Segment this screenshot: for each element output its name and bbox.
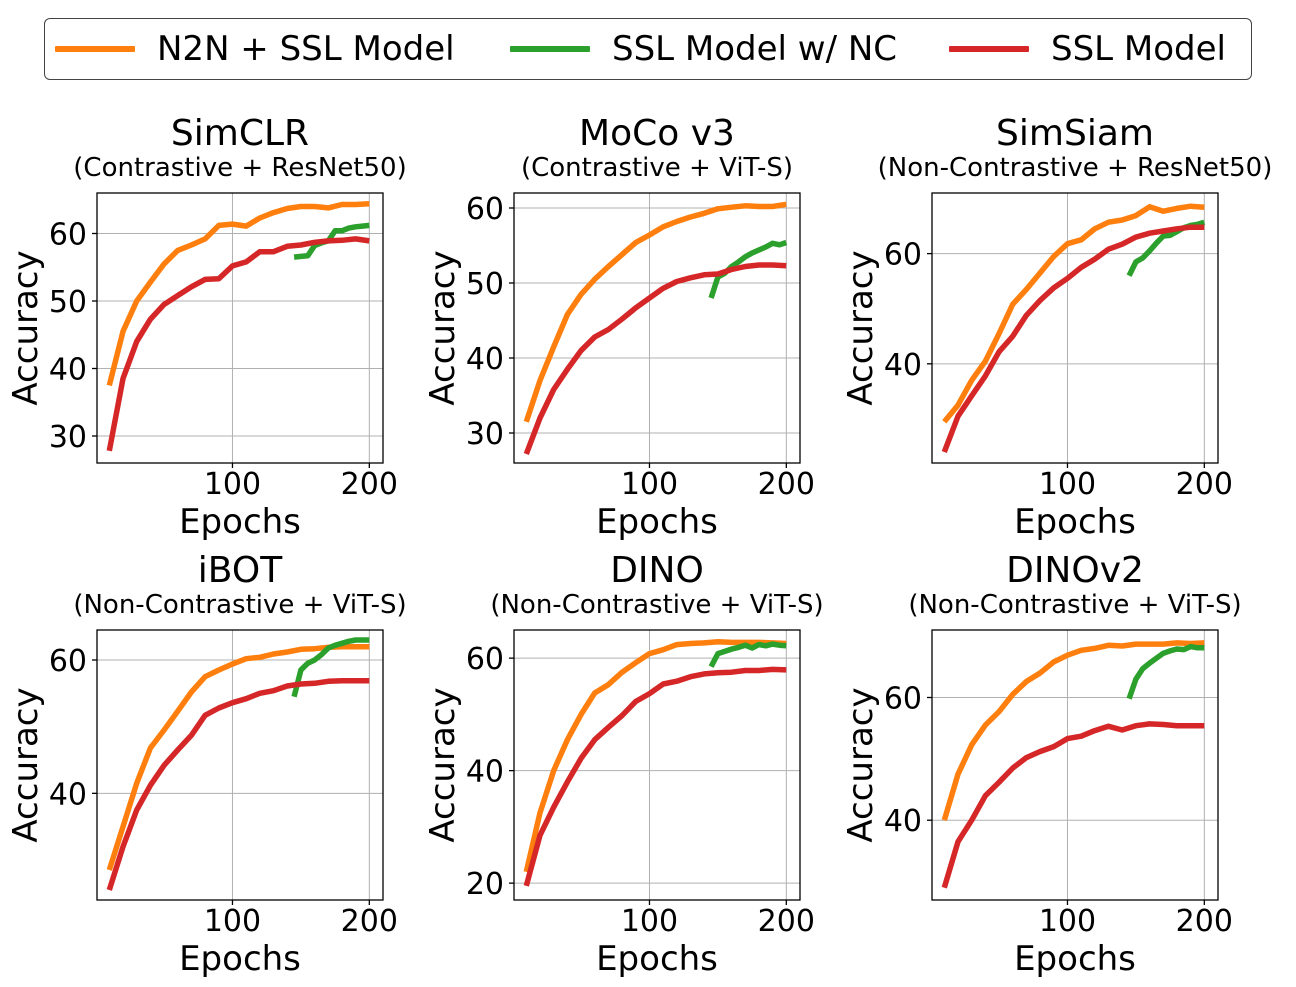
chart-2-xlabel: Epochs <box>596 502 718 542</box>
chart-5-subtitle: (Non-Contrastive + ViT-S) <box>490 590 823 620</box>
chart-1-ytick-label: 60 <box>49 218 87 253</box>
chart-3-series-3 <box>941 224 1205 453</box>
chart-4-ytick-label: 40 <box>49 777 87 812</box>
chart-4-series-2 <box>291 637 370 698</box>
chart-5-ytick-label: 40 <box>466 755 504 790</box>
legend-swatch-ssl-nc <box>510 46 590 52</box>
chart-2-title: MoCo v3 <box>579 113 735 154</box>
legend-item-ssl: SSL Model <box>949 19 1226 79</box>
chart-6-subtitle: (Non-Contrastive + ViT-S) <box>908 590 1241 620</box>
chart-5-plot-frame <box>513 629 801 901</box>
chart-4-xtick-label: 200 <box>341 904 398 939</box>
chart-1-ytick-label: 40 <box>49 353 87 388</box>
chart-2-ytick-label: 40 <box>466 342 504 377</box>
chart-3-xtick-label: 100 <box>1039 467 1096 502</box>
chart-4-series-3 <box>106 677 370 891</box>
chart-3-xlabel: Epochs <box>1014 502 1136 542</box>
chart-5-xlabel: Epochs <box>596 939 718 979</box>
chart-3-plot-frame <box>931 192 1219 464</box>
chart-1-plot-frame <box>96 192 384 464</box>
chart-4-ylabel: Accuracy <box>6 687 46 842</box>
chart-6-ylabel: Accuracy <box>841 687 881 842</box>
chart-2-series-3 <box>523 262 787 455</box>
chart-6-title: DINOv2 <box>1006 550 1144 591</box>
chart-5-title: DINO <box>610 550 704 591</box>
chart-3-subtitle: (Non-Contrastive + ResNet50) <box>878 153 1273 183</box>
chart-1-xtick-label: 100 <box>204 467 261 502</box>
chart-6-xtick-label: 100 <box>1039 904 1096 939</box>
chart-1-series-3 <box>106 236 370 452</box>
chart-4-subtitle: (Non-Contrastive + ViT-S) <box>73 590 406 620</box>
chart-5-xtick-label: 100 <box>621 904 678 939</box>
chart-4-xlabel: Epochs <box>179 939 301 979</box>
chart-5-ytick-label: 60 <box>466 642 504 677</box>
chart-6-plot-frame <box>931 629 1219 901</box>
legend-label-n2n: N2N + SSL Model <box>157 29 455 69</box>
chart-6-xlabel: Epochs <box>1014 939 1136 979</box>
chart-1-subtitle: (Contrastive + ResNet50) <box>73 153 406 183</box>
chart-2-plot-frame <box>513 192 801 464</box>
chart-2-subtitle: (Contrastive + ViT-S) <box>521 153 793 183</box>
chart-3-title: SimSiam <box>996 113 1154 154</box>
legend-item-ssl-nc: SSL Model w/ NC <box>510 19 897 79</box>
chart-3-ylabel: Accuracy <box>841 250 881 405</box>
legend-label-ssl: SSL Model <box>1051 29 1226 69</box>
chart-2-ytick-label: 30 <box>466 417 504 452</box>
legend-swatch-ssl <box>949 46 1029 52</box>
legend-item-n2n: N2N + SSL Model <box>55 19 455 79</box>
chart-4-xtick-label: 100 <box>204 904 261 939</box>
chart-6-series-1 <box>941 640 1205 821</box>
chart-5-series-1 <box>523 639 787 873</box>
chart-4-title: iBOT <box>198 550 283 591</box>
chart-1-ytick-label: 50 <box>49 285 87 320</box>
chart-5-series-3 <box>523 666 787 887</box>
chart-1-xlabel: Epochs <box>179 502 301 542</box>
chart-6-series-2 <box>1126 643 1205 700</box>
chart-6-xtick-label: 200 <box>1176 904 1233 939</box>
chart-5-ytick-label: 20 <box>466 867 504 902</box>
chart-1-series-2 <box>293 222 370 260</box>
chart-1-ylabel: Accuracy <box>6 250 46 405</box>
legend: N2N + SSL Model SSL Model w/ NC SSL Mode… <box>44 18 1252 80</box>
chart-5-ylabel: Accuracy <box>423 687 463 842</box>
chart-4-plot-frame <box>96 629 384 901</box>
legend-swatch-n2n <box>55 46 135 52</box>
chart-5-series-2 <box>708 641 787 668</box>
chart-5-xtick-label: 200 <box>758 904 815 939</box>
chart-1-series-1 <box>106 201 370 387</box>
chart-1-xtick-label: 200 <box>341 467 398 502</box>
chart-2-ytick-label: 50 <box>466 267 504 302</box>
chart-1-title: SimCLR <box>171 113 309 154</box>
chart-2-ylabel: Accuracy <box>423 250 463 405</box>
chart-6-ytick-label: 60 <box>884 682 922 717</box>
chart-2-ytick-label: 60 <box>466 192 504 227</box>
chart-3-ytick-label: 40 <box>884 348 922 383</box>
chart-3-series-1 <box>942 203 1205 424</box>
chart-3-xtick-label: 200 <box>1176 467 1233 502</box>
chart-2-xtick-label: 100 <box>621 467 678 502</box>
chart-4-ytick-label: 60 <box>49 644 87 679</box>
chart-1-ytick-label: 30 <box>49 420 87 455</box>
legend-label-ssl-nc: SSL Model w/ NC <box>612 29 898 69</box>
chart-2-series-1 <box>523 201 787 423</box>
chart-3-ytick-label: 60 <box>884 238 922 273</box>
chart-2-xtick-label: 200 <box>758 467 815 502</box>
chart-6-series-3 <box>941 721 1205 889</box>
chart-6-ytick-label: 40 <box>884 804 922 839</box>
